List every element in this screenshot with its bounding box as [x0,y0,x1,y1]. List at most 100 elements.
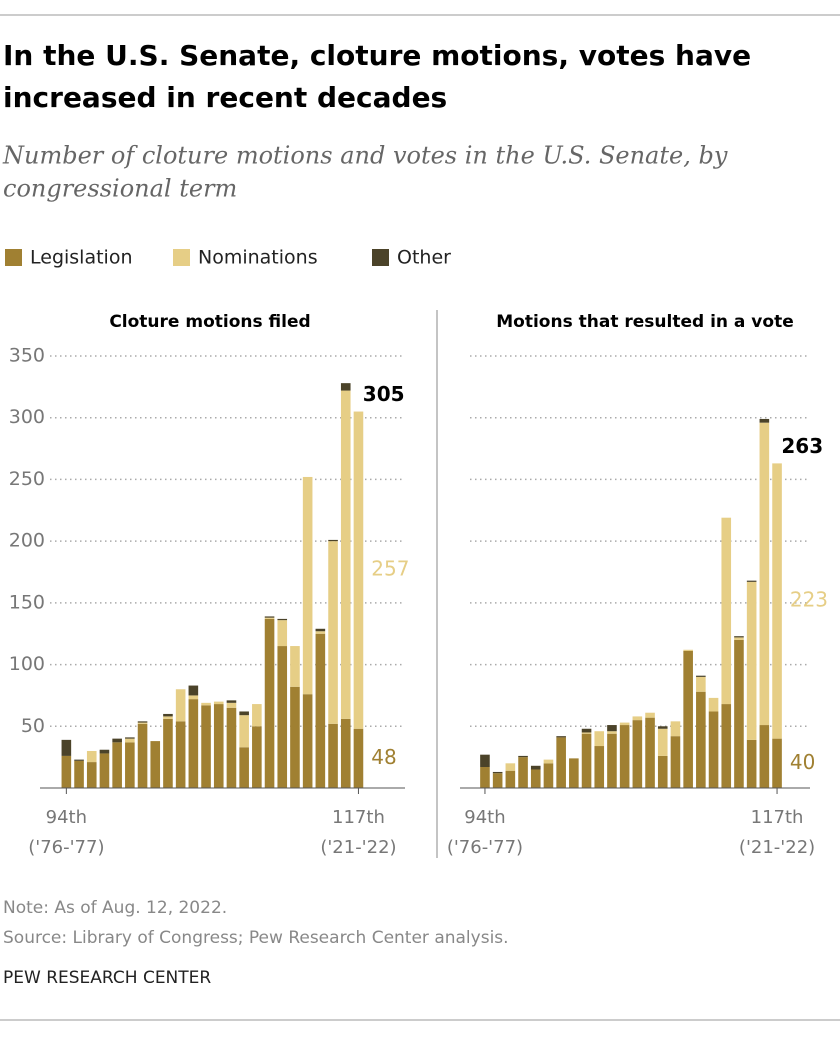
bar-segment [137,722,148,724]
bar-segment [328,539,338,542]
bar-segment [657,728,668,756]
bar-segment [264,617,275,619]
y-tick-label: 100 [9,653,45,675]
bar-segment [607,731,617,734]
bar-segment [645,717,655,788]
bar-segment [721,517,732,705]
bar-segment [594,731,605,747]
x-tick-sublabel: ('76-'77) [28,837,104,858]
bar-segment [581,728,592,733]
bar-segment [772,738,782,788]
bar-segment [175,721,186,788]
bar-segment [239,715,249,748]
bar-segment [543,763,554,788]
bar-segment [619,725,630,788]
bar-segment [315,633,326,788]
panel-title: Motions that resulted in a vote [496,312,793,332]
bar-segment [252,704,262,727]
bar-segment [213,704,224,788]
source: Source: Library of Congress; Pew Researc… [3,928,509,948]
bar-segment [239,711,249,716]
bar-segment [315,628,326,632]
bar-segment [340,718,351,788]
bar-segment [759,422,770,726]
bar-segment [670,721,681,737]
x-tick-sublabel: ('76-'77) [447,837,523,858]
bar-segment [632,716,643,721]
bar-segment [163,713,173,717]
bar-segment [543,759,554,764]
legend-label: Nominations [198,247,318,269]
bar-segment [226,707,237,788]
bar-segment [315,631,326,634]
bar-segment [607,733,617,788]
bar-segment [696,675,706,677]
value-label: 40 [790,750,815,774]
bar-segment [112,742,122,788]
bar-segment [125,737,135,739]
value-label: 48 [371,745,396,769]
bar-segment [188,695,199,700]
bar-segment [213,701,224,705]
bar-segment [657,726,668,729]
bar-segment [708,697,719,712]
x-tick-label: 117th [332,807,385,828]
value-label: 257 [371,557,409,581]
bar-segment [74,760,84,788]
bar-segment [594,746,605,788]
bar-segment [734,639,744,788]
bar-segment [302,694,313,788]
bar-segment [125,738,135,743]
bar-segment [708,711,719,788]
bar-segment [530,765,541,770]
bar-segment [175,689,186,722]
bar-segment [277,618,288,621]
bar-segment [264,616,275,618]
bar-segment [112,738,122,743]
x-tick-sublabel: ('21-'22) [320,837,396,858]
bar-segment [61,739,72,756]
bar-segment [328,723,338,788]
bar-segment [86,762,97,788]
bar-segment [518,755,528,758]
bar-segment [239,747,249,788]
bar-segment [734,636,744,638]
bar-segment [696,691,706,788]
bar-segment [328,541,338,724]
bar-segment [670,736,681,788]
value-label: 223 [790,588,828,612]
bar-segment [480,767,490,788]
bar-segment [290,686,300,788]
bar-segment [721,704,732,788]
bar-segment [125,742,135,788]
bar-segment [746,581,757,740]
bar-segment [74,759,84,761]
y-tick-label: 150 [9,591,45,613]
bar-segment [86,750,97,763]
bar-segment [201,705,211,788]
bar-segment [302,476,313,695]
bar-segment [137,723,148,788]
bar-segment [201,702,211,706]
subtitle: Number of cloture motions and votes in t… [2,142,728,170]
panel-title: Cloture motions filed [109,312,310,332]
bar-segment [505,763,516,771]
bar-segment [759,418,770,423]
subtitle: congressional term [3,175,237,203]
x-tick-sublabel: ('21-'22) [739,837,815,858]
bar-segment [188,685,199,696]
bar-segment [657,755,668,788]
bar-segment [569,758,579,788]
brand: PEW RESEARCH CENTER [3,968,211,988]
bar-segment [252,726,262,788]
bar-segment [163,716,173,719]
title: increased in recent decades [3,81,447,114]
x-tick-label: 117th [751,807,804,828]
bar-segment [518,757,528,788]
legend-swatch [173,249,190,266]
y-tick-label: 350 [9,345,45,367]
bar-segment [277,646,288,788]
bar-segment [150,741,161,788]
bar-segment [746,580,757,582]
